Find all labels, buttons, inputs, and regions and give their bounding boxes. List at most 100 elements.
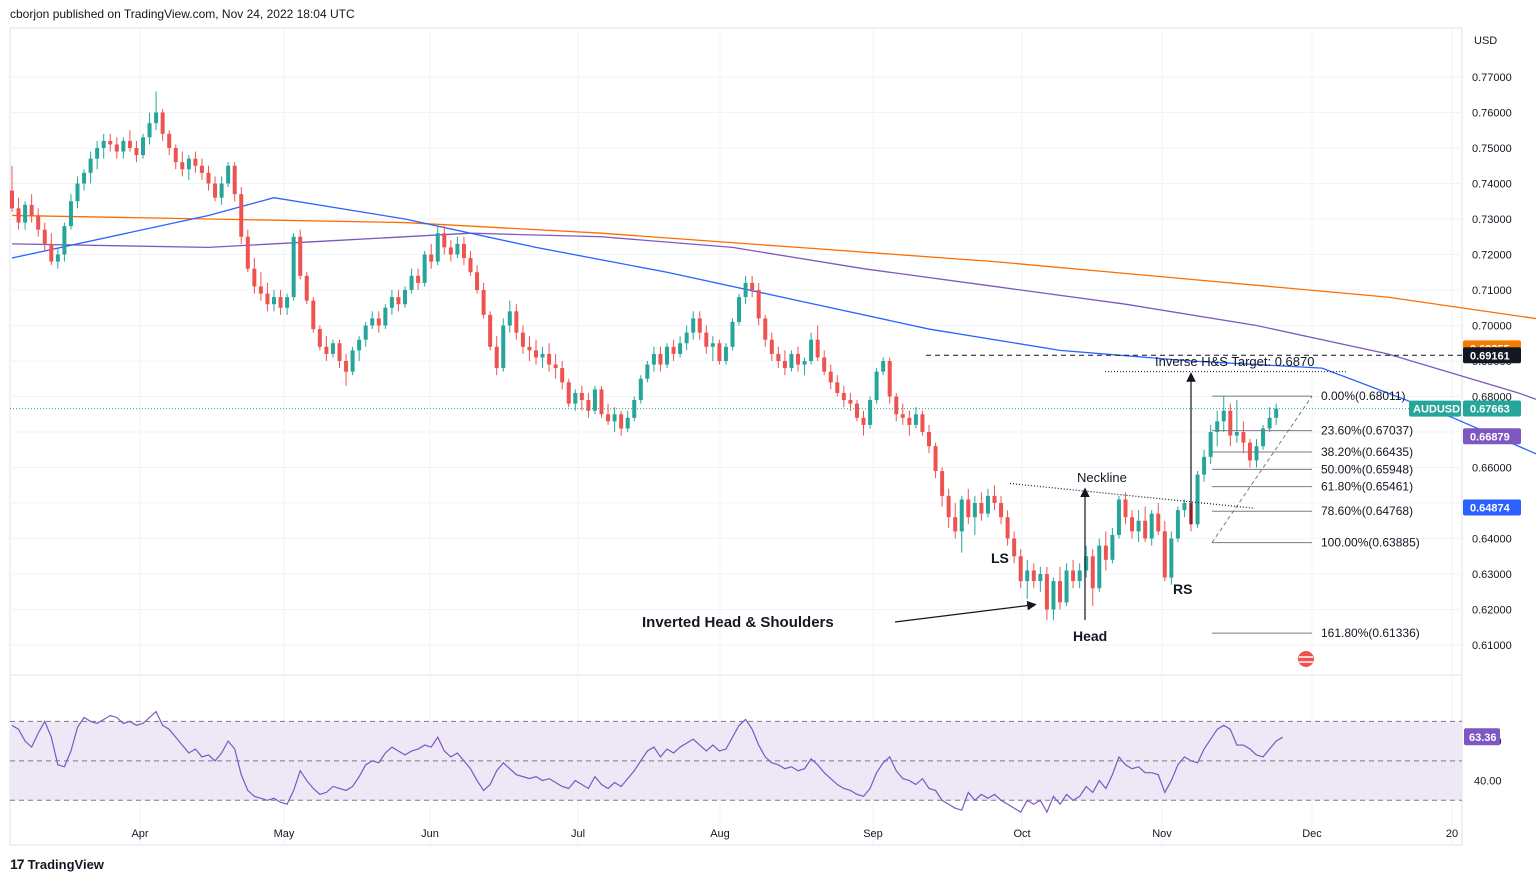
candle-body bbox=[999, 503, 1004, 518]
time-tick-label: Jun bbox=[421, 828, 439, 840]
candle-body bbox=[1077, 570, 1082, 582]
candle-body bbox=[723, 346, 728, 361]
candle-body bbox=[1208, 432, 1213, 457]
candle-body bbox=[881, 361, 886, 372]
candle-body bbox=[272, 297, 276, 305]
candle bbox=[999, 495, 1004, 525]
price-tag-text: 0.67663 bbox=[1470, 403, 1510, 415]
candle-body bbox=[789, 353, 794, 369]
candle bbox=[953, 503, 958, 539]
candle-body bbox=[127, 140, 132, 148]
candle bbox=[186, 155, 191, 180]
symbol-tag: AUDUSD bbox=[1409, 400, 1461, 417]
candle-body bbox=[481, 290, 486, 315]
candle bbox=[173, 144, 178, 170]
target-label: Inverse H&S Target: 0.6870 bbox=[1155, 354, 1314, 369]
candle bbox=[10, 165, 14, 212]
candle-body bbox=[1051, 581, 1056, 610]
candle-body bbox=[1064, 570, 1069, 603]
candle-body bbox=[985, 495, 990, 514]
price-tag-box bbox=[1463, 499, 1521, 516]
candle bbox=[1103, 531, 1108, 571]
candle-body bbox=[907, 417, 912, 425]
candle bbox=[1018, 549, 1023, 589]
candle-body bbox=[1234, 432, 1239, 436]
candle-body bbox=[108, 140, 113, 145]
candle bbox=[835, 375, 840, 397]
candle-body bbox=[835, 382, 840, 393]
candle bbox=[232, 162, 237, 202]
candle-body bbox=[193, 158, 198, 166]
candle-body bbox=[658, 353, 663, 365]
candle bbox=[560, 361, 565, 390]
candle bbox=[868, 396, 873, 429]
candle-body bbox=[900, 414, 905, 418]
candle-body bbox=[213, 183, 218, 198]
neckline-label: Neckline bbox=[1077, 470, 1127, 485]
candle bbox=[894, 392, 899, 422]
candle bbox=[704, 325, 709, 354]
candle bbox=[409, 268, 414, 294]
candle bbox=[841, 385, 846, 408]
candle bbox=[488, 311, 493, 351]
candle bbox=[206, 165, 211, 191]
candle-body bbox=[520, 332, 525, 347]
candle-body bbox=[1103, 545, 1108, 560]
candle-body bbox=[36, 215, 41, 230]
candle bbox=[160, 108, 165, 141]
candle bbox=[147, 112, 152, 145]
candle bbox=[1130, 510, 1135, 539]
candle bbox=[62, 222, 67, 262]
candle-body bbox=[1058, 581, 1062, 603]
price-tag-text: 0.66879 bbox=[1470, 431, 1510, 443]
candle-body bbox=[606, 414, 611, 422]
candle-body bbox=[1084, 556, 1089, 571]
price-tag-text: 0.69161 bbox=[1470, 350, 1510, 362]
candle-body bbox=[95, 148, 100, 159]
price-tag: 0.67663 bbox=[1463, 400, 1521, 417]
price-tick-label: 0.74000 bbox=[1472, 179, 1512, 191]
candle-body bbox=[403, 290, 407, 305]
candle-body bbox=[429, 254, 434, 262]
candle bbox=[678, 336, 683, 358]
candle-body bbox=[350, 350, 355, 372]
candle-body bbox=[514, 311, 519, 333]
candle-body bbox=[363, 325, 368, 340]
candle bbox=[1274, 403, 1279, 425]
candle bbox=[861, 410, 866, 436]
candle bbox=[927, 424, 931, 454]
candle-body bbox=[946, 495, 951, 518]
candle bbox=[992, 485, 997, 511]
candle bbox=[455, 236, 460, 259]
price-tick-label: 0.70000 bbox=[1472, 321, 1512, 333]
candle-body bbox=[396, 297, 401, 305]
candle-body bbox=[1261, 428, 1266, 447]
price-tick-label: 0.62000 bbox=[1472, 605, 1512, 617]
candle-body bbox=[370, 318, 375, 326]
candle bbox=[717, 339, 722, 365]
candle bbox=[1123, 492, 1128, 525]
candle bbox=[1247, 439, 1252, 468]
tradingview-logo[interactable]: 17 TradingView bbox=[10, 855, 104, 873]
head-label: Head bbox=[1073, 628, 1107, 644]
candle-body bbox=[612, 414, 617, 422]
candle-body bbox=[1136, 520, 1141, 532]
candle bbox=[1143, 506, 1148, 543]
candle bbox=[1084, 545, 1089, 578]
candle-body bbox=[1169, 538, 1174, 578]
candle-body bbox=[442, 233, 447, 248]
candle bbox=[127, 130, 132, 152]
candle-body bbox=[488, 314, 493, 347]
candle bbox=[534, 339, 538, 365]
candle-body bbox=[743, 282, 748, 298]
price-tick-label: 0.66000 bbox=[1472, 463, 1512, 475]
candle-body bbox=[592, 389, 597, 411]
candle bbox=[658, 346, 663, 372]
candle bbox=[1110, 527, 1115, 564]
candle-body bbox=[684, 332, 689, 344]
candle bbox=[959, 495, 964, 553]
candle bbox=[763, 314, 768, 347]
candle bbox=[756, 282, 761, 326]
candle-body bbox=[527, 346, 532, 351]
